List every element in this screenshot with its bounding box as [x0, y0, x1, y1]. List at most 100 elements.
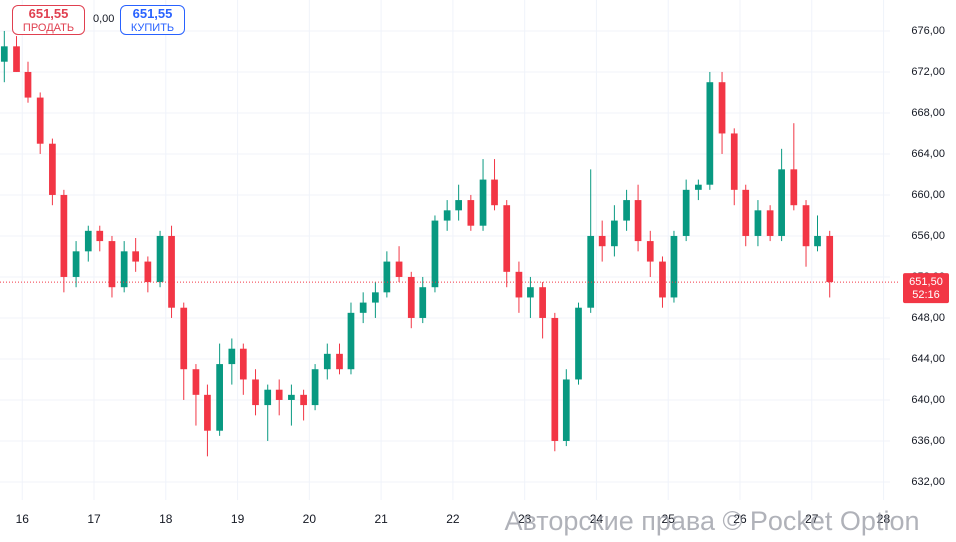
candle-body — [419, 287, 427, 318]
sell-label: ПРОДАТЬ — [22, 22, 75, 34]
candle-body — [802, 205, 810, 247]
candle-body — [706, 82, 714, 185]
candle-body — [264, 389, 272, 406]
candle-body — [670, 235, 678, 298]
x-tick-label: 26 — [733, 512, 747, 526]
candle-body — [515, 271, 523, 298]
y-tick-label: 668,00 — [911, 107, 945, 119]
y-tick-label: 636,00 — [911, 435, 945, 447]
x-tick-label: 23 — [518, 512, 532, 526]
y-tick-label: 664,00 — [911, 148, 945, 160]
spread: 0,00 — [93, 13, 115, 25]
candle-body — [108, 241, 116, 288]
x-tick-label: 16 — [16, 512, 30, 526]
y-tick-label: 676,00 — [911, 25, 945, 37]
candle-body — [192, 369, 200, 395]
candle-body — [826, 235, 834, 283]
candle-body — [300, 394, 307, 406]
candle-body — [766, 210, 774, 236]
y-tick-label: 672,00 — [911, 66, 945, 78]
x-tick-label: 17 — [87, 512, 101, 526]
candle-body — [790, 169, 798, 206]
candle-body — [72, 251, 80, 277]
candle-body — [646, 241, 654, 262]
candle-body — [695, 184, 702, 190]
candle-body — [311, 369, 319, 406]
candle-body — [372, 292, 379, 303]
candle-body — [180, 307, 188, 370]
candle-body — [13, 46, 20, 72]
candle-body — [204, 394, 211, 431]
x-tick-label: 28 — [877, 512, 891, 526]
candle-body — [718, 82, 726, 134]
candle-body — [623, 200, 630, 221]
candle-body — [598, 235, 606, 247]
current-price-box — [903, 273, 949, 304]
candle-body — [730, 133, 738, 190]
buy-button[interactable]: 651,55 КУПИТЬ — [120, 5, 185, 35]
y-tick-label: 648,00 — [911, 312, 945, 324]
candle-body — [383, 261, 391, 293]
candle-body — [551, 317, 559, 441]
candle-body — [0, 46, 8, 62]
candle-body — [84, 230, 92, 252]
x-tick-label: 21 — [374, 512, 388, 526]
y-tick-label: 644,00 — [911, 353, 945, 365]
countdown: 52:16 — [912, 289, 940, 301]
x-tick-label: 18 — [159, 512, 173, 526]
candle-body — [814, 235, 821, 247]
candle-body — [395, 261, 403, 277]
candle-body — [60, 194, 68, 277]
candle-body — [323, 353, 331, 370]
x-tick-label: 27 — [805, 512, 819, 526]
candle-body — [288, 394, 295, 400]
x-tick-label: 19 — [231, 512, 245, 526]
candle-body — [455, 200, 462, 211]
candle-body — [562, 379, 570, 441]
candle-body — [742, 189, 750, 236]
candle-body — [587, 235, 595, 308]
y-tick-label: 640,00 — [911, 394, 945, 406]
candle-body — [754, 210, 762, 236]
candle-body — [359, 302, 367, 313]
candle-body — [252, 379, 259, 406]
candle-body — [539, 287, 546, 318]
candle-body — [659, 261, 666, 298]
x-tick-label: 20 — [303, 512, 317, 526]
candle-body — [682, 189, 690, 236]
candle-body — [49, 143, 56, 195]
candle-body — [431, 220, 439, 288]
candle-body — [144, 261, 152, 283]
candle-body — [634, 200, 642, 242]
candle-body — [132, 251, 140, 262]
candle-body — [24, 71, 32, 98]
candle-body — [156, 235, 164, 283]
buy-label: КУПИТЬ — [130, 22, 175, 34]
candle-body — [239, 348, 247, 380]
buy-price: 651,55 — [132, 6, 173, 21]
watermark: Авторские права © Pocket Option — [505, 506, 920, 536]
candle-body — [336, 353, 343, 370]
candle-body — [216, 364, 223, 431]
y-tick-label: 660,00 — [911, 189, 945, 201]
candle-body — [491, 179, 498, 206]
candle-body — [168, 235, 175, 308]
candle-body — [347, 312, 355, 370]
current-price-label: 651,50 — [909, 276, 943, 288]
candle-body — [275, 389, 283, 400]
candle-body — [527, 287, 534, 298]
y-tick-label: 632,00 — [911, 476, 945, 488]
candle-body — [611, 220, 618, 247]
candle-body — [479, 179, 487, 226]
y-tick-label: 656,00 — [911, 230, 945, 242]
candle-body — [467, 200, 475, 226]
sell-price: 651,55 — [28, 6, 69, 21]
sell-button[interactable]: 651,55 ПРОДАТЬ — [12, 5, 85, 35]
candle-body — [443, 210, 451, 221]
candle-body — [120, 251, 128, 288]
candle-body — [407, 276, 415, 318]
candle-body — [36, 97, 44, 144]
candle-body — [503, 205, 511, 272]
candle-body — [778, 169, 785, 236]
